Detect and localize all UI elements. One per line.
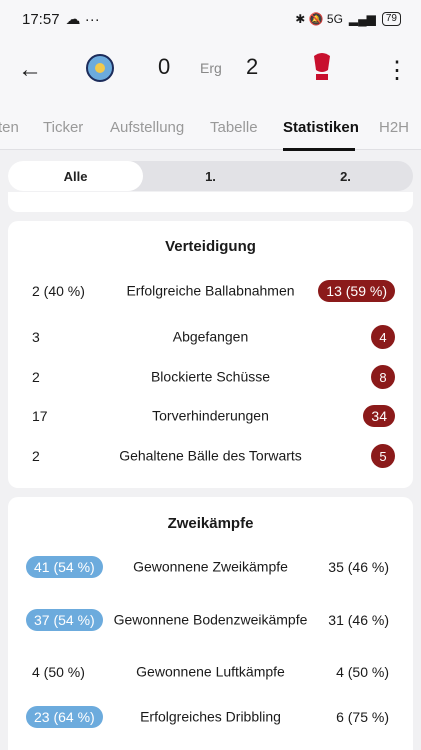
back-arrow-icon[interactable]: ← (18, 56, 42, 83)
active-tab-indicator (283, 148, 355, 151)
status-bar: 17:57 ☁ ··· ✱ 🔕 5G ▂▄▆ 79 (0, 0, 421, 38)
home-value: 2 (40 %) (32, 283, 85, 299)
home-value: 4 (50 %) (32, 664, 85, 680)
stat-label: Torverhinderungen (152, 407, 269, 424)
home-team-crest-icon[interactable] (86, 54, 114, 82)
stat-row: 17 Torverhinderungen 34 (8, 396, 413, 436)
battery-icon: 79 (381, 12, 401, 26)
home-score: 0 (158, 54, 171, 79)
more-options-icon[interactable]: ⋮ (385, 57, 409, 84)
stat-label: Gewonnene Zweikämpfe (133, 558, 288, 575)
stat-label: Blockierte Schüsse (150, 368, 271, 385)
away-value: 4 (50 %) (336, 664, 389, 680)
stat-row: 37 (54 %) Gewonnene Bodenzweikämpfe 31 (… (8, 600, 413, 640)
period-selector: Alle 1. 2. (8, 161, 413, 191)
stat-label: Gewonnene Luftkämpfe (136, 663, 285, 680)
system-icons: ✱ 🔕 5G (295, 12, 343, 26)
home-value: 2 (32, 448, 40, 464)
stat-row: 2 Gehaltene Bälle des Torwarts 5 (8, 436, 413, 476)
home-value: 23 (64 %) (26, 706, 103, 728)
away-value: 4 (371, 325, 395, 349)
away-value: 31 (46 %) (328, 612, 389, 628)
duels-title: Zweikämpfe (167, 515, 254, 532)
stat-label: Abgefangen (172, 328, 249, 345)
away-value: 35 (46 %) (328, 559, 389, 575)
home-value: 3 (32, 329, 40, 345)
home-value: 2 (32, 369, 40, 385)
stat-row: 2 Blockierte Schüsse 8 (8, 357, 413, 397)
previous-card-edge (8, 192, 413, 212)
tab-lineup[interactable]: Aufstellung (110, 119, 185, 136)
home-value: 37 (54 %) (26, 609, 103, 631)
home-value: 17 (32, 408, 48, 424)
stat-label: Gewonnene Bodenzweikämpfe (113, 611, 308, 628)
stat-row: 41 (54 %) Gewonnene Zweikämpfe 35 (46 %) (8, 547, 413, 587)
away-value: 8 (371, 365, 395, 389)
tab-h2h[interactable]: H2H (379, 119, 410, 136)
away-value: 6 (75 %) (336, 709, 389, 725)
stat-row: 2 (40 %) Erfolgreiche Ballabnahmen 13 (5… (8, 271, 413, 311)
away-value: 13 (59 %) (318, 280, 395, 302)
tab-statistics[interactable]: Statistiken (283, 119, 359, 136)
stat-row: 23 (64 %) Erfolgreiches Dribbling 6 (75 … (8, 697, 413, 737)
segment-all[interactable]: Alle (8, 161, 143, 191)
signal-icon: ▂▄▆ (348, 12, 376, 26)
away-team-crest-icon[interactable] (310, 50, 334, 84)
tab-partial[interactable]: ten (0, 119, 19, 136)
defense-title: Verteidigung (165, 238, 256, 255)
stat-label: Erfolgreiche Ballabnahmen (126, 282, 295, 299)
segment-first-half[interactable]: 1. (205, 168, 216, 184)
clock: 17:57 (22, 10, 60, 28)
duels-card: Zweikämpfe 41 (54 %) Gewonnene Zweikämpf… (8, 497, 413, 750)
stat-row: 3 Abgefangen 4 (8, 317, 413, 357)
segment-second-half[interactable]: 2. (340, 168, 351, 184)
home-value: 41 (54 %) (26, 556, 103, 578)
tab-bar: ten Ticker Aufstellung Tabelle Statistik… (0, 102, 421, 151)
match-header: ← 0 Erg 2 ⋮ (0, 38, 421, 102)
away-value: 34 (363, 405, 395, 427)
tab-table[interactable]: Tabelle (210, 119, 258, 136)
stat-label: Erfolgreiches Dribbling (140, 708, 281, 725)
away-value: 5 (371, 444, 395, 468)
stat-row: 4 (50 %) Gewonnene Luftkämpfe 4 (50 %) (8, 652, 413, 692)
away-score: 2 (246, 54, 259, 79)
notification-icons: ☁ ··· (65, 11, 100, 28)
match-status: Erg (200, 60, 222, 76)
tab-ticker[interactable]: Ticker (43, 119, 84, 136)
stat-label: Gehaltene Bälle des Torwarts (119, 447, 302, 464)
defense-card: Verteidigung 2 (40 %) Erfolgreiche Balla… (8, 221, 413, 488)
